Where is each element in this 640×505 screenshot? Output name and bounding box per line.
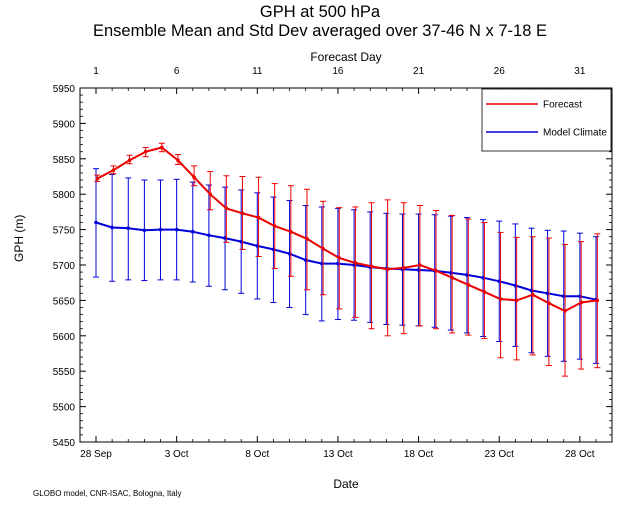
- data-point: [530, 292, 535, 297]
- data-point: [127, 158, 132, 163]
- y-tick-label: 5550: [53, 367, 76, 378]
- data-point: [289, 229, 293, 234]
- data-point: [224, 206, 229, 211]
- mean-line: [96, 146, 598, 313]
- data-point: [192, 175, 196, 180]
- data-point: [208, 192, 213, 196]
- y-tick-label: 5750: [53, 226, 76, 237]
- y-tick-label: 5700: [53, 261, 76, 272]
- x-tick-label: 28 Oct: [565, 449, 595, 460]
- data-point: [579, 300, 583, 305]
- x-tick-label: 23 Oct: [484, 449, 514, 460]
- y-tick-label: 5600: [53, 332, 76, 343]
- data-point: [369, 264, 374, 269]
- y-tick-label: 5900: [53, 119, 76, 130]
- data-point: [256, 215, 261, 220]
- y-axis-label: GPH (m): [12, 214, 26, 262]
- data-point: [434, 268, 438, 273]
- data-point: [385, 267, 390, 272]
- y-tick-label: 5650: [53, 296, 76, 307]
- x-tick-label: 28 Sep: [80, 449, 112, 460]
- y-tick-label: 5450: [53, 438, 76, 449]
- credit-text: GLOBO model, CNR-ISAC, Bologna, Italy: [33, 489, 182, 498]
- data-point: [111, 168, 116, 172]
- data-point: [466, 283, 471, 287]
- data-point: [176, 158, 180, 163]
- chart-subtitle: Ensemble Mean and Std Dev averaged over …: [92, 22, 547, 40]
- data-point: [95, 176, 100, 181]
- y-tick-label: 5800: [53, 190, 76, 201]
- legend: Forecast Model Climate: [481, 88, 612, 152]
- data-point: [272, 224, 277, 228]
- x-axis-label: Date: [333, 477, 359, 491]
- data-point: [207, 233, 211, 238]
- data-point: [321, 246, 325, 251]
- data-point: [143, 149, 148, 154]
- data-point: [450, 275, 454, 280]
- x-tick-label: 3 Oct: [165, 449, 189, 460]
- data-point: [337, 256, 342, 260]
- data-point: [305, 237, 309, 241]
- series-layer: [93, 142, 601, 377]
- y-tick-label: 5850: [53, 155, 76, 166]
- legend-forecast-label: Forecast: [543, 100, 582, 111]
- x-tick-label: 18 Oct: [404, 449, 434, 460]
- data-point: [595, 298, 600, 303]
- top-tick-label: 6: [174, 66, 180, 77]
- data-point: [547, 301, 551, 306]
- data-point: [514, 298, 519, 303]
- data-point: [126, 226, 131, 230]
- series-forecast: [94, 142, 601, 377]
- top-tick-label: 16: [332, 66, 344, 77]
- mean-line: [95, 221, 597, 301]
- x-tick-label: 13 Oct: [323, 449, 353, 460]
- y-tick-label: 5500: [53, 403, 76, 414]
- legend-box: [481, 88, 612, 152]
- top-tick-label: 1: [93, 66, 99, 77]
- series-model-climate: [93, 168, 599, 364]
- data-point: [401, 266, 406, 270]
- data-point: [190, 229, 195, 234]
- legend-model-climate-label: Model Climate: [543, 128, 607, 139]
- data-point: [418, 263, 422, 267]
- data-point: [498, 297, 503, 301]
- x-tick-label: 8 Oct: [245, 449, 269, 460]
- data-point: [240, 211, 245, 216]
- chart-title: GPH at 500 hPa: [259, 3, 381, 21]
- data-point: [94, 220, 98, 225]
- data-point: [174, 227, 179, 232]
- y-tick-label: 5950: [53, 84, 76, 95]
- top-tick-label: 11: [252, 66, 263, 77]
- data-point: [563, 309, 567, 313]
- data-point: [482, 290, 487, 294]
- data-point: [110, 225, 114, 230]
- top-tick-label: 26: [494, 66, 506, 77]
- axes-layer: 5450 5500 5550 5600 5650 5700 5750 5800 5850 5900…: [53, 66, 612, 460]
- top-tick-label: 31: [574, 66, 586, 77]
- data-point: [142, 228, 147, 233]
- data-point: [158, 227, 163, 232]
- data-point: [160, 145, 164, 150]
- top-axis-label: Forecast Day: [310, 50, 382, 64]
- top-tick-label: 21: [413, 66, 425, 77]
- data-point: [353, 261, 358, 265]
